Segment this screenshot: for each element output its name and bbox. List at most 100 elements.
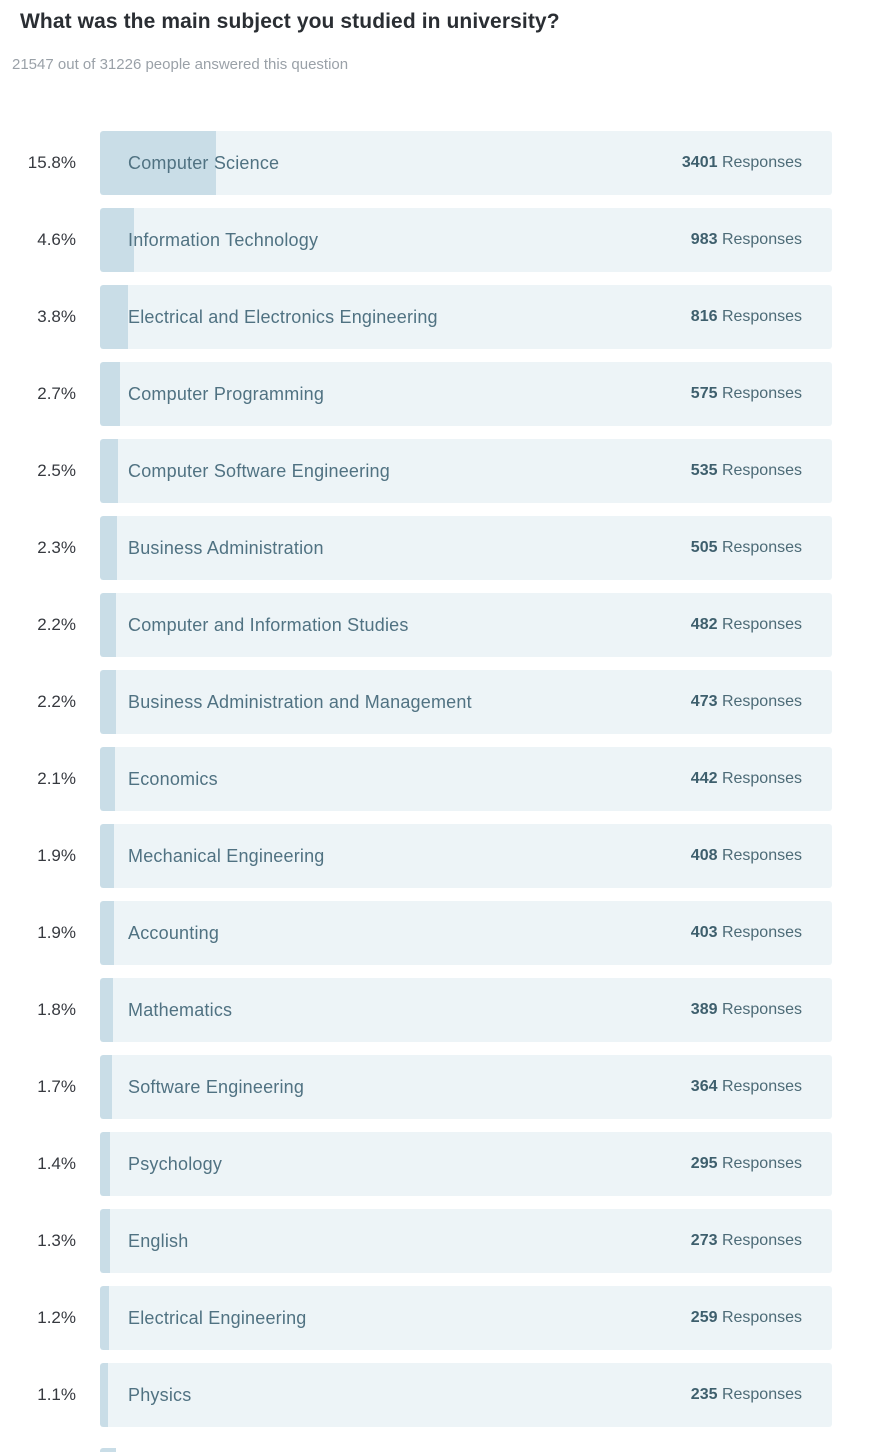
responses-word: Responses [721, 847, 802, 864]
percent-label: 1.9% [37, 923, 76, 942]
response-text: 259 Responses [691, 1309, 802, 1327]
bar-track: English 273 Responses [100, 1209, 832, 1273]
bar-fill [100, 208, 134, 272]
response-count: 364 [690, 1078, 718, 1095]
bar-content: Business Administration 505 Responses [100, 516, 832, 580]
response-count: 482 [690, 616, 718, 633]
bar-fill [100, 747, 116, 811]
response-text: 816 Responses [691, 308, 802, 326]
response-count: 505 [690, 539, 718, 556]
percent-label: 2.3% [37, 538, 76, 557]
bar-row: 3.8% Electrical and Electronics Engineer… [0, 285, 874, 349]
bar-fill [100, 439, 119, 503]
percent-label: 1.2% [37, 1308, 76, 1327]
bar-content: Psychology 295 Responses [100, 1132, 832, 1196]
response-text: 273 Responses [691, 1232, 802, 1250]
subject-label: Mathematics [128, 999, 233, 1020]
bar-list: 15.8% Computer Science 3401 Responses 4.… [0, 131, 874, 1427]
bar-row: 1.9% Accounting 403 Responses [0, 901, 874, 965]
subject-label: Physics [128, 1384, 192, 1405]
bar-track: Accounting 403 Responses [100, 901, 832, 965]
percent-label: 1.1% [37, 1385, 76, 1404]
responses-word: Responses [721, 154, 802, 171]
percent-label: 1.9% [37, 846, 76, 865]
response-count: 408 [690, 847, 718, 864]
bar-content: Information Technology 983 Responses [100, 208, 832, 272]
bar-track: Business Administration 505 Responses [100, 516, 832, 580]
response-text: 473 Responses [691, 693, 802, 711]
bar-track: Electrical Engineering 259 Responses [100, 1286, 832, 1350]
subject-label: Electrical and Electronics Engineering [128, 306, 438, 327]
responses-word: Responses [721, 1386, 802, 1403]
bar-fill [100, 978, 114, 1042]
bar-row: 2.1% Economics 442 Responses [0, 747, 874, 811]
bar-track: Physics 235 Responses [100, 1363, 832, 1427]
subject-label: English [128, 1230, 189, 1251]
bar-fill [100, 901, 114, 965]
subject-label: Computer Software Engineering [128, 460, 390, 481]
bar-fill [100, 1363, 109, 1427]
bar-fill [100, 1055, 113, 1119]
responses-word: Responses [721, 1155, 802, 1172]
bar-content: Physics 235 Responses [100, 1363, 832, 1427]
responses-word: Responses [721, 539, 802, 556]
response-text: 389 Responses [691, 1001, 802, 1019]
bar-track: Computer Software Engineering 535 Respon… [100, 439, 832, 503]
bar-content: English 273 Responses [100, 1209, 832, 1273]
response-text: 3401 Responses [682, 154, 802, 172]
response-count: 389 [690, 1001, 718, 1018]
bar-row: 1.8% Mathematics 389 Responses [0, 978, 874, 1042]
response-count: 235 [690, 1386, 718, 1403]
subject-label: Psychology [128, 1153, 223, 1174]
bar-track: Mechanical Engineering 408 Responses [100, 824, 832, 888]
bar-track: Information Technology 983 Responses [100, 208, 832, 272]
responses-word: Responses [721, 770, 802, 787]
bar-content: Software Engineering 364 Responses [100, 1055, 832, 1119]
subject-label: Computer Programming [128, 383, 325, 404]
bar-row: 2.7% Computer Programming 575 Responses [0, 362, 874, 426]
response-count: 273 [690, 1232, 718, 1249]
bar-fill [100, 1286, 109, 1350]
responses-word: Responses [721, 1232, 802, 1249]
percent-label: 2.2% [37, 615, 76, 634]
subject-label: Accounting [128, 922, 220, 943]
responses-word: Responses [721, 1309, 802, 1326]
response-count: 816 [690, 308, 718, 325]
bar-content: Computer Software Engineering 535 Respon… [100, 439, 832, 503]
response-text: 403 Responses [691, 924, 802, 942]
subject-label: Business Administration and Management [128, 691, 472, 712]
responses-word: Responses [721, 693, 802, 710]
response-count: 403 [690, 924, 718, 941]
response-count: 295 [690, 1155, 718, 1172]
percent-label: 4.6% [37, 230, 76, 249]
subject-label: Economics [128, 768, 218, 789]
bar-track: Electrical and Electronics Engineering 8… [100, 285, 832, 349]
responses-word: Responses [721, 616, 802, 633]
response-text: 235 Responses [691, 1386, 802, 1404]
bar-content: Accounting 403 Responses [100, 901, 832, 965]
responses-word: Responses [721, 231, 802, 248]
percent-label: 1.7% [37, 1077, 76, 1096]
responses-word: Responses [721, 1001, 802, 1018]
percent-label: 2.7% [37, 384, 76, 403]
response-text: 482 Responses [691, 616, 802, 634]
bar-track: Software Engineering 364 Responses [100, 1055, 832, 1119]
bar-fill [100, 131, 216, 195]
subject-label: Information Technology [128, 229, 319, 250]
response-text: 575 Responses [691, 385, 802, 403]
bar-fill [100, 516, 117, 580]
bar-content: Electrical Engineering 259 Responses [100, 1286, 832, 1350]
response-text: 295 Responses [691, 1155, 802, 1173]
bar-content: Mathematics 389 Responses [100, 978, 832, 1042]
bar-row: 2.5% Computer Software Engineering 535 R… [0, 439, 874, 503]
subject-label: Business Administration [128, 537, 324, 558]
percent-label: 2.2% [37, 692, 76, 711]
responses-word: Responses [721, 462, 802, 479]
bar-row: 2.2% Computer and Information Studies 48… [0, 593, 874, 657]
percent-label: 2.1% [37, 769, 76, 788]
bar-track: Economics 442 Responses [100, 747, 832, 811]
bar-track: Business Administration and Management 4… [100, 670, 832, 734]
bar-content: Economics 442 Responses [100, 747, 832, 811]
response-text: 408 Responses [691, 847, 802, 865]
